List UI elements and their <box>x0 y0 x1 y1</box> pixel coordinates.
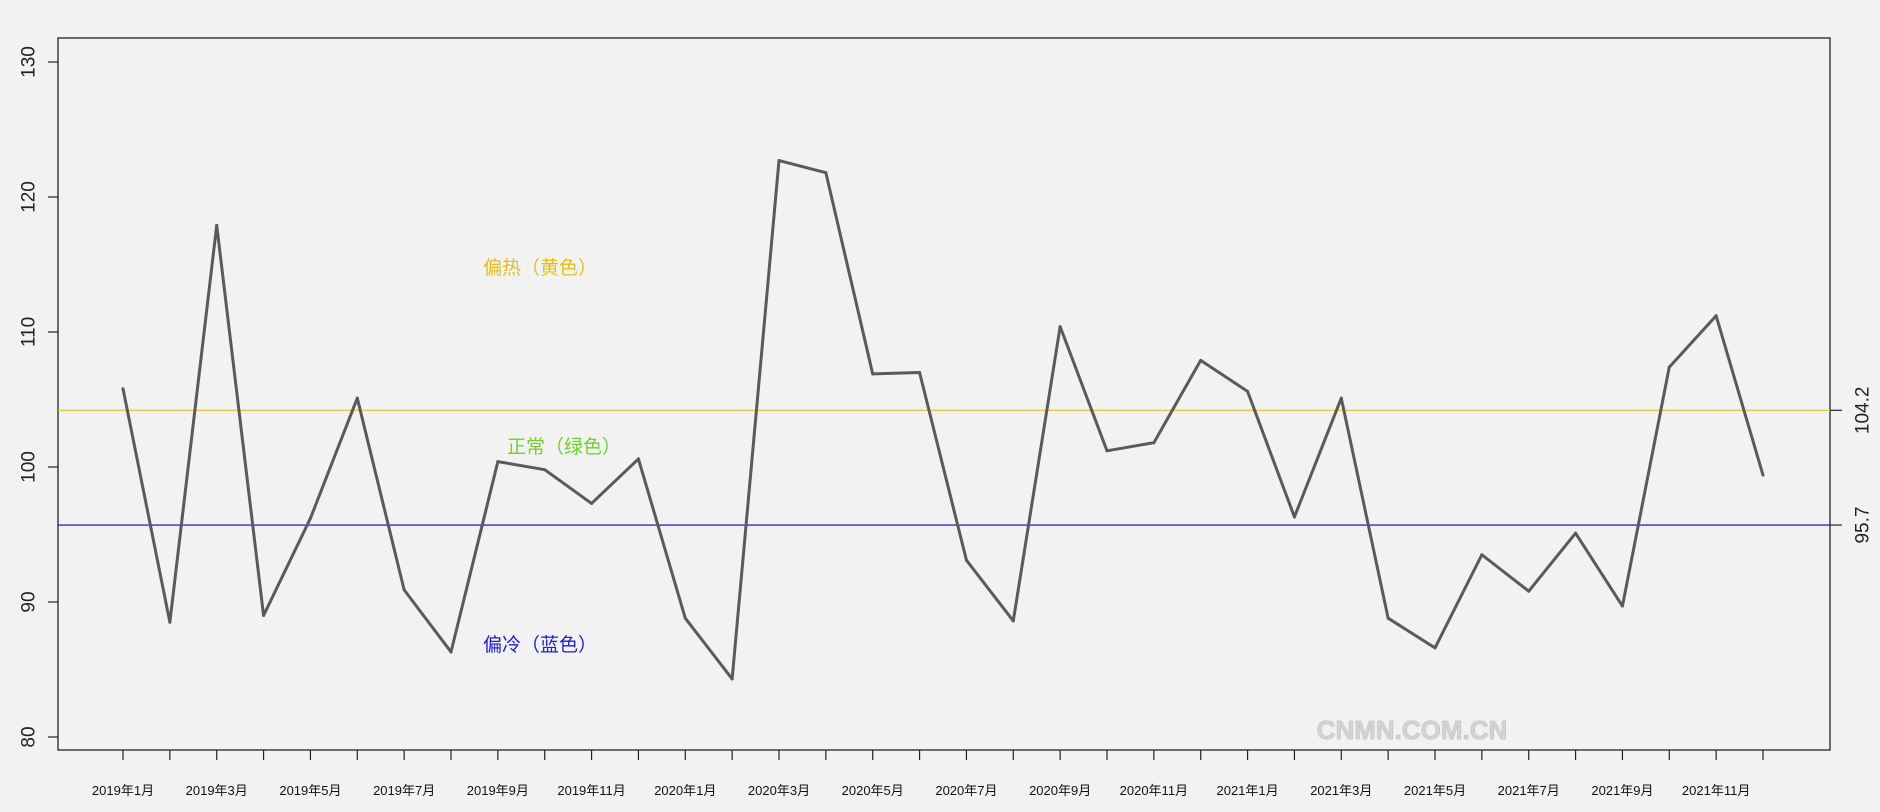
data-point <box>683 616 687 620</box>
x-tick-label: 2020年5月 <box>842 783 904 798</box>
plot-frame <box>57 37 1831 751</box>
x-tick-label: 2021年9月 <box>1591 783 1653 798</box>
data-point <box>1620 604 1624 608</box>
x-tick-label: 2020年11月 <box>1120 783 1188 798</box>
data-point <box>121 387 125 391</box>
x-tick-label: 2021年5月 <box>1404 783 1466 798</box>
y-tick-label: 90 <box>19 591 40 612</box>
x-tick-label: 2021年3月 <box>1310 783 1372 798</box>
annotation-normal: 正常（绿色） <box>507 436 621 458</box>
annotations: 偏热（黄色） 正常（绿色） 偏冷（蓝色） <box>483 257 621 656</box>
watermark: CNMN.COM.CN <box>1317 715 1508 745</box>
data-point <box>543 468 547 472</box>
data-point <box>308 516 312 520</box>
data-point <box>730 677 734 681</box>
data-point <box>1058 325 1062 329</box>
data-point <box>1574 531 1578 535</box>
series-line <box>121 159 1765 681</box>
data-point <box>1667 365 1671 369</box>
y-tick-label: 110 <box>19 317 40 347</box>
data-point <box>777 159 781 163</box>
right-axis-label: 104.2 <box>1853 387 1874 435</box>
x-tick-label: 2020年7月 <box>935 783 997 798</box>
y-axis: 80 90 100 110 120 130 <box>19 46 58 748</box>
x-tick-label: 2019年1月 <box>92 783 154 798</box>
y-tick-label: 120 <box>19 181 40 213</box>
data-point <box>1011 619 1015 623</box>
data-point <box>1292 515 1296 519</box>
data-point <box>918 371 922 374</box>
x-tick-label: 2019年5月 <box>279 783 341 798</box>
annotation-cold: 偏冷（蓝色） <box>483 634 597 656</box>
data-point <box>636 457 640 461</box>
x-tick-label: 2021年7月 <box>1498 783 1560 798</box>
data-point <box>355 396 359 400</box>
x-axis: 2019年1月 2019年3月 2019年5月 2019年7月 2019年9月 2019年… <box>92 750 1764 798</box>
x-tick-label: 2019年3月 <box>186 783 248 798</box>
x-tick-label: 2020年3月 <box>748 783 810 798</box>
data-point <box>1527 589 1531 593</box>
x-tick-label: 2019年11月 <box>557 783 625 798</box>
y-tick-label: 130 <box>19 46 40 78</box>
data-point <box>1152 441 1156 445</box>
data-point <box>496 460 500 464</box>
data-point <box>1339 396 1343 400</box>
x-tick-label: 2021年1月 <box>1216 783 1278 798</box>
data-point <box>1199 358 1203 362</box>
x-tick-label: 2021年11月 <box>1682 783 1750 798</box>
data-point <box>1386 616 1390 620</box>
data-point <box>964 558 968 562</box>
data-point <box>262 614 266 617</box>
data-point <box>1433 646 1437 650</box>
data-point <box>1246 389 1250 393</box>
data-point <box>871 372 875 376</box>
data-point <box>449 650 453 654</box>
x-tick-label: 2019年9月 <box>467 783 529 798</box>
x-tick-label: 2019年7月 <box>373 783 435 798</box>
x-tick-label: 2020年9月 <box>1029 783 1091 798</box>
data-point <box>824 171 828 175</box>
y-tick-label: 100 <box>19 451 40 483</box>
data-point <box>402 588 406 592</box>
annotation-hot: 偏热（黄色） <box>483 257 597 279</box>
data-point <box>1480 553 1484 557</box>
y-tick-label: 80 <box>19 726 40 747</box>
data-point <box>590 501 594 505</box>
data-point <box>168 620 172 624</box>
data-point <box>1714 314 1718 318</box>
data-point <box>1761 473 1765 477</box>
data-point <box>215 223 219 227</box>
series <box>121 159 1765 681</box>
x-tick-label: 2020年1月 <box>654 783 716 798</box>
right-axis-label: 95.7 <box>1853 507 1874 544</box>
data-point <box>1105 449 1109 453</box>
